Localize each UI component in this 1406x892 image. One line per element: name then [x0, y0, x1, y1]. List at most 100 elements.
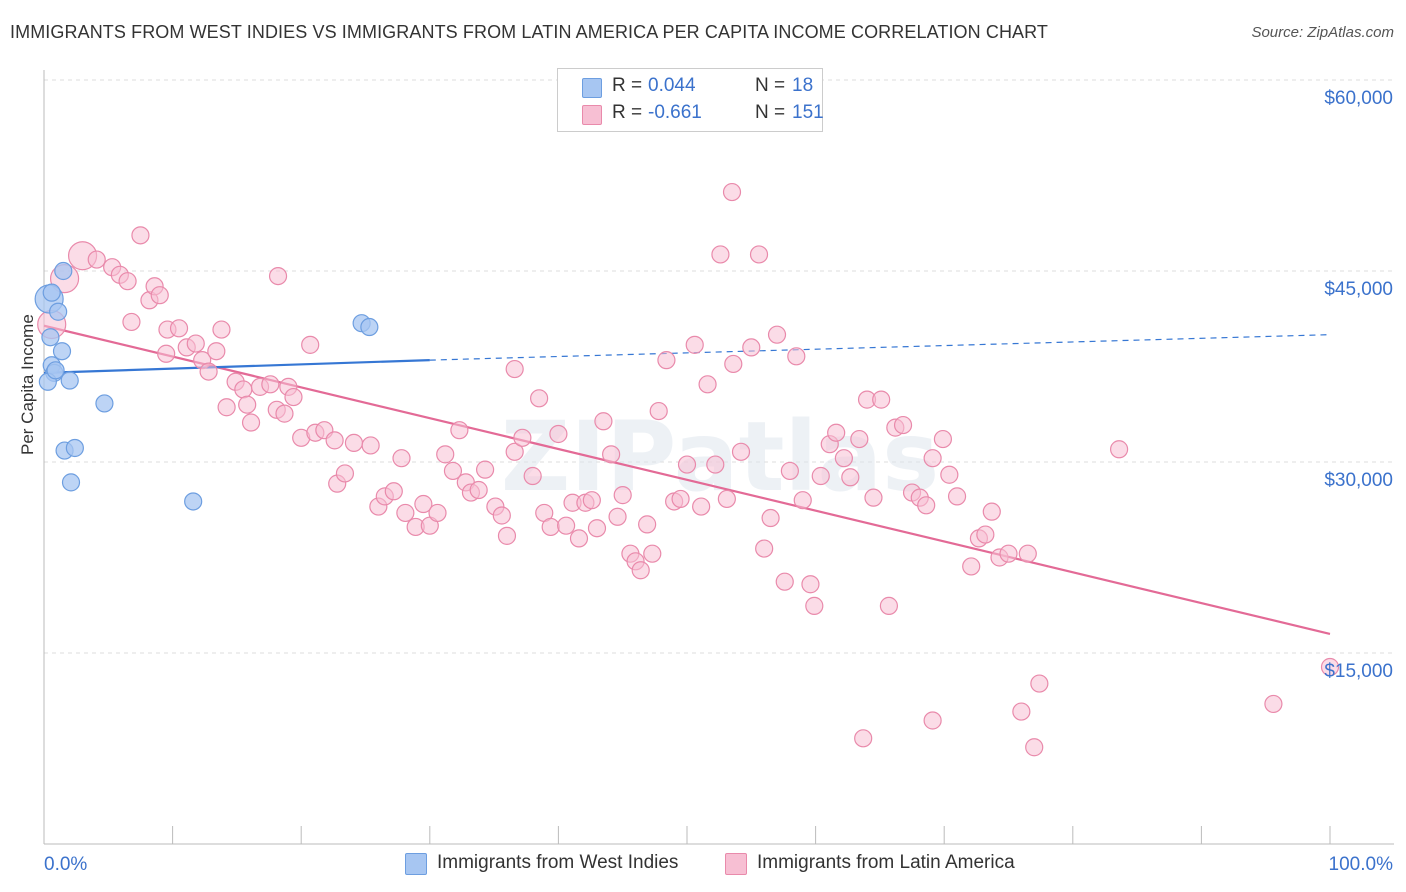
- point-latin-america: [549, 424, 568, 444]
- point-latin-america: [657, 351, 676, 370]
- point-latin-america: [587, 519, 607, 538]
- point-latin-america: [711, 245, 730, 264]
- legend-swatch-west-indies: [582, 78, 602, 98]
- point-latin-america: [976, 525, 995, 544]
- point-latin-america: [505, 359, 524, 379]
- point-latin-america: [1030, 674, 1049, 693]
- y-tick-label: $30,000: [1324, 470, 1393, 491]
- point-latin-america: [497, 526, 517, 545]
- bottom-legend-label-west-indies: Immigrants from West Indies: [437, 852, 679, 873]
- point-latin-america: [780, 461, 799, 481]
- point-latin-america: [742, 338, 761, 357]
- point-latin-america: [557, 516, 576, 535]
- point-latin-america: [275, 404, 294, 423]
- trend-lines: [43, 324, 1331, 635]
- point-latin-america: [608, 507, 627, 526]
- point-latin-america: [731, 442, 751, 461]
- point-latin-america: [118, 272, 137, 291]
- point-west-indies: [360, 317, 379, 337]
- point-latin-america: [450, 421, 469, 440]
- point-latin-america: [582, 491, 601, 510]
- trend-line-west-indies-extension: [429, 334, 1331, 361]
- point-latin-america: [268, 266, 288, 286]
- point-latin-america: [841, 468, 860, 487]
- point-latin-america: [923, 449, 942, 468]
- point-latin-america: [241, 413, 261, 432]
- point-latin-america: [827, 423, 846, 442]
- tick-labels: $15,000 $30,000 $45,000 $60,000 0.0% 100.0%: [44, 88, 1393, 875]
- point-latin-america: [805, 596, 824, 615]
- legend-n-label: N =: [755, 75, 786, 96]
- point-latin-america: [755, 539, 774, 558]
- point-latin-america: [631, 561, 650, 580]
- point-latin-america: [505, 442, 524, 461]
- point-latin-america: [212, 320, 231, 339]
- point-latin-america: [692, 497, 711, 516]
- point-latin-america: [344, 433, 364, 452]
- point-latin-america: [940, 465, 959, 484]
- point-latin-america: [1018, 544, 1037, 563]
- point-latin-america: [749, 245, 769, 264]
- point-latin-america: [864, 488, 883, 507]
- point-latin-america: [169, 319, 189, 338]
- legend-r-label: R =: [612, 75, 643, 96]
- point-latin-america: [131, 226, 150, 245]
- legend-n-label: N =: [755, 102, 786, 123]
- legend-r-label: R =: [612, 102, 643, 123]
- point-latin-america: [513, 428, 532, 447]
- point-latin-america: [706, 455, 725, 474]
- point-latin-america: [335, 464, 355, 483]
- point-west-indies: [184, 492, 203, 511]
- bottom-legend-label-latin-america: Immigrants from Latin America: [757, 852, 1015, 873]
- trend-line-latin-america: [43, 324, 1331, 635]
- point-latin-america: [767, 325, 787, 344]
- point-latin-america: [392, 449, 411, 468]
- point-west-indies: [54, 261, 73, 281]
- point-latin-america: [982, 502, 1001, 521]
- point-latin-america: [638, 515, 657, 534]
- point-latin-america: [1012, 702, 1031, 721]
- point-latin-america: [917, 496, 936, 515]
- point-latin-america: [602, 445, 621, 464]
- point-latin-america: [361, 436, 380, 455]
- point-latin-america: [414, 494, 433, 514]
- point-latin-america: [793, 491, 812, 510]
- point-west-indies: [61, 473, 81, 492]
- point-latin-america: [284, 387, 303, 407]
- x-tick-label: 100.0%: [1329, 854, 1394, 875]
- point-latin-america: [569, 529, 589, 548]
- point-latin-america: [301, 335, 320, 354]
- point-west-indies: [42, 283, 61, 302]
- point-west-indies: [95, 394, 114, 413]
- point-latin-america: [594, 412, 613, 431]
- point-west-indies: [46, 361, 65, 380]
- point-latin-america: [150, 286, 169, 305]
- point-latin-america: [722, 182, 742, 202]
- point-west-indies: [60, 371, 79, 390]
- point-west-indies: [41, 328, 60, 347]
- point-latin-america: [893, 415, 913, 435]
- point-latin-america: [475, 460, 495, 479]
- point-latin-america: [541, 517, 560, 537]
- point-latin-america: [217, 398, 236, 417]
- point-latin-america: [717, 489, 736, 509]
- point-latin-america: [87, 250, 106, 269]
- point-latin-america: [613, 486, 632, 505]
- point-latin-america: [523, 466, 542, 486]
- point-latin-america: [207, 342, 226, 361]
- point-latin-america: [157, 344, 176, 363]
- point-latin-america: [186, 334, 205, 353]
- legend-n-value: 151: [792, 102, 824, 123]
- legend-swatch-latin-america: [582, 105, 602, 125]
- point-latin-america: [947, 487, 967, 506]
- point-latin-america: [1320, 657, 1340, 677]
- point-west-indies: [65, 438, 84, 458]
- point-latin-america: [643, 544, 662, 563]
- point-latin-america: [775, 572, 794, 591]
- point-latin-america: [787, 347, 806, 366]
- point-latin-america: [671, 489, 690, 509]
- point-latin-america: [761, 508, 780, 528]
- scatter-points: [34, 182, 1340, 757]
- point-latin-america: [872, 390, 891, 409]
